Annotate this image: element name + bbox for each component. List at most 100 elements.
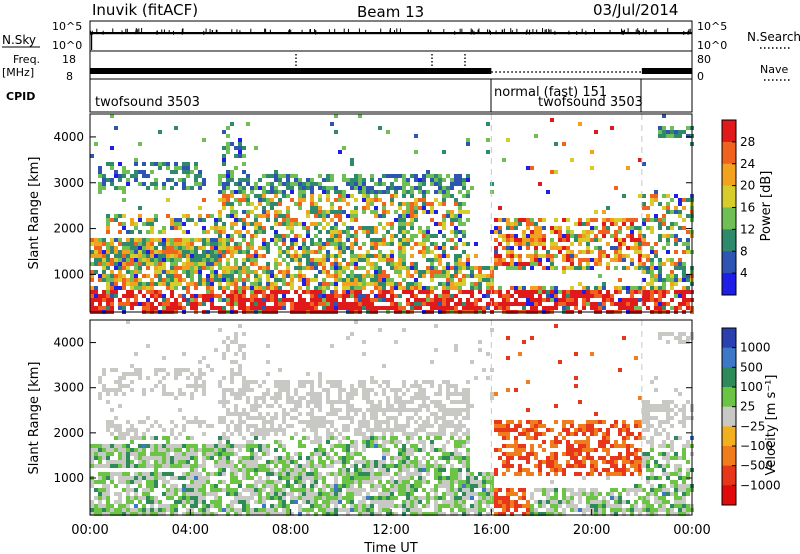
power-cell [678, 278, 682, 282]
power-cell [314, 286, 318, 290]
power-cell [146, 298, 150, 302]
velocity-cell [210, 448, 214, 452]
power-cell [330, 238, 334, 242]
velocity-cell [142, 460, 146, 464]
velocity-cell [254, 488, 258, 492]
power-cell [222, 246, 226, 250]
velocity-cell [166, 436, 170, 440]
power-cell [334, 234, 338, 238]
velocity-cell [358, 480, 362, 484]
power-cell [282, 270, 286, 274]
velocity-cell [334, 408, 338, 412]
power-cell [574, 238, 578, 242]
velocity-cell [226, 428, 230, 432]
power-cell [534, 242, 538, 246]
power-cell [366, 226, 370, 230]
velocity-cell [326, 432, 330, 436]
power-cell [434, 234, 438, 238]
y-tick-label: 3000 [53, 176, 84, 190]
velocity-cell [322, 500, 326, 504]
power-cell [362, 258, 366, 262]
velocity-cell [202, 504, 206, 508]
power-cell [198, 218, 202, 222]
power-cell [226, 294, 230, 298]
power-cell [378, 286, 382, 290]
power-cell [586, 294, 590, 298]
power-cell [290, 246, 294, 250]
power-cell [162, 294, 166, 298]
power-cell [514, 286, 518, 290]
velocity-cell [414, 396, 418, 400]
velocity-cell [110, 448, 114, 452]
power-cell [178, 282, 182, 286]
power-cell [442, 178, 446, 182]
power-cell [562, 290, 566, 294]
velocity-cell [218, 400, 222, 404]
power-cell [230, 250, 234, 254]
velocity-cell [90, 504, 94, 508]
power-cell [602, 254, 606, 258]
velocity-cell [238, 512, 242, 516]
power-cell [414, 282, 418, 286]
power-cell [434, 258, 438, 262]
power-cell [174, 302, 178, 306]
power-cell [106, 282, 110, 286]
power-cell [234, 198, 238, 202]
power-cell [342, 270, 346, 274]
power-cell [134, 226, 138, 230]
power-cell [230, 214, 234, 218]
power-cell [178, 226, 182, 230]
velocity-cell [390, 492, 394, 496]
velocity-cell [226, 424, 230, 428]
nsky-spike [627, 28, 629, 33]
power-cell [414, 298, 418, 302]
power-cell [366, 202, 370, 206]
nsky-spike [163, 29, 165, 34]
power-cell [226, 250, 230, 254]
power-cell [450, 294, 454, 298]
power-cell [506, 302, 510, 306]
velocity-cell [226, 452, 230, 456]
power-cell [558, 246, 562, 250]
power-cell [498, 302, 502, 306]
velocity-cell [298, 472, 302, 476]
nsky-spike [489, 30, 491, 35]
power-cell [254, 270, 258, 274]
velocity-cell [162, 452, 166, 456]
power-cell [298, 186, 302, 190]
power-cell [270, 174, 274, 178]
power-cell [414, 286, 418, 290]
power-cell [618, 258, 622, 262]
power-cell [122, 250, 126, 254]
velocity-cell [146, 508, 150, 512]
power-cell [658, 134, 662, 138]
velocity-cell [174, 512, 178, 516]
velocity-cell [198, 384, 202, 388]
velocity-cell [138, 472, 142, 476]
velocity-cell [366, 476, 370, 480]
velocity-cell [194, 448, 198, 452]
power-cell [222, 146, 226, 150]
velocity-cell [158, 476, 162, 480]
power-cell [290, 174, 294, 178]
power-cell [638, 230, 642, 234]
power-cell [518, 238, 522, 242]
velocity-cell [150, 444, 154, 448]
power-cell [514, 266, 518, 270]
power-cell [242, 170, 246, 174]
power-cell [658, 302, 662, 306]
velocity-cell [410, 452, 414, 456]
power-cell [302, 306, 306, 310]
power-cell [114, 238, 118, 242]
power-cell [430, 250, 434, 254]
velocity-cell [298, 440, 302, 444]
velocity-cell [258, 432, 262, 436]
velocity-cell [286, 424, 290, 428]
power-cell [366, 298, 370, 302]
power-cell [502, 298, 506, 302]
velocity-cell [238, 480, 242, 484]
velocity-cell [418, 392, 422, 396]
velocity-cell [378, 424, 382, 428]
velocity-cell [222, 396, 226, 400]
power-cell [318, 270, 322, 274]
